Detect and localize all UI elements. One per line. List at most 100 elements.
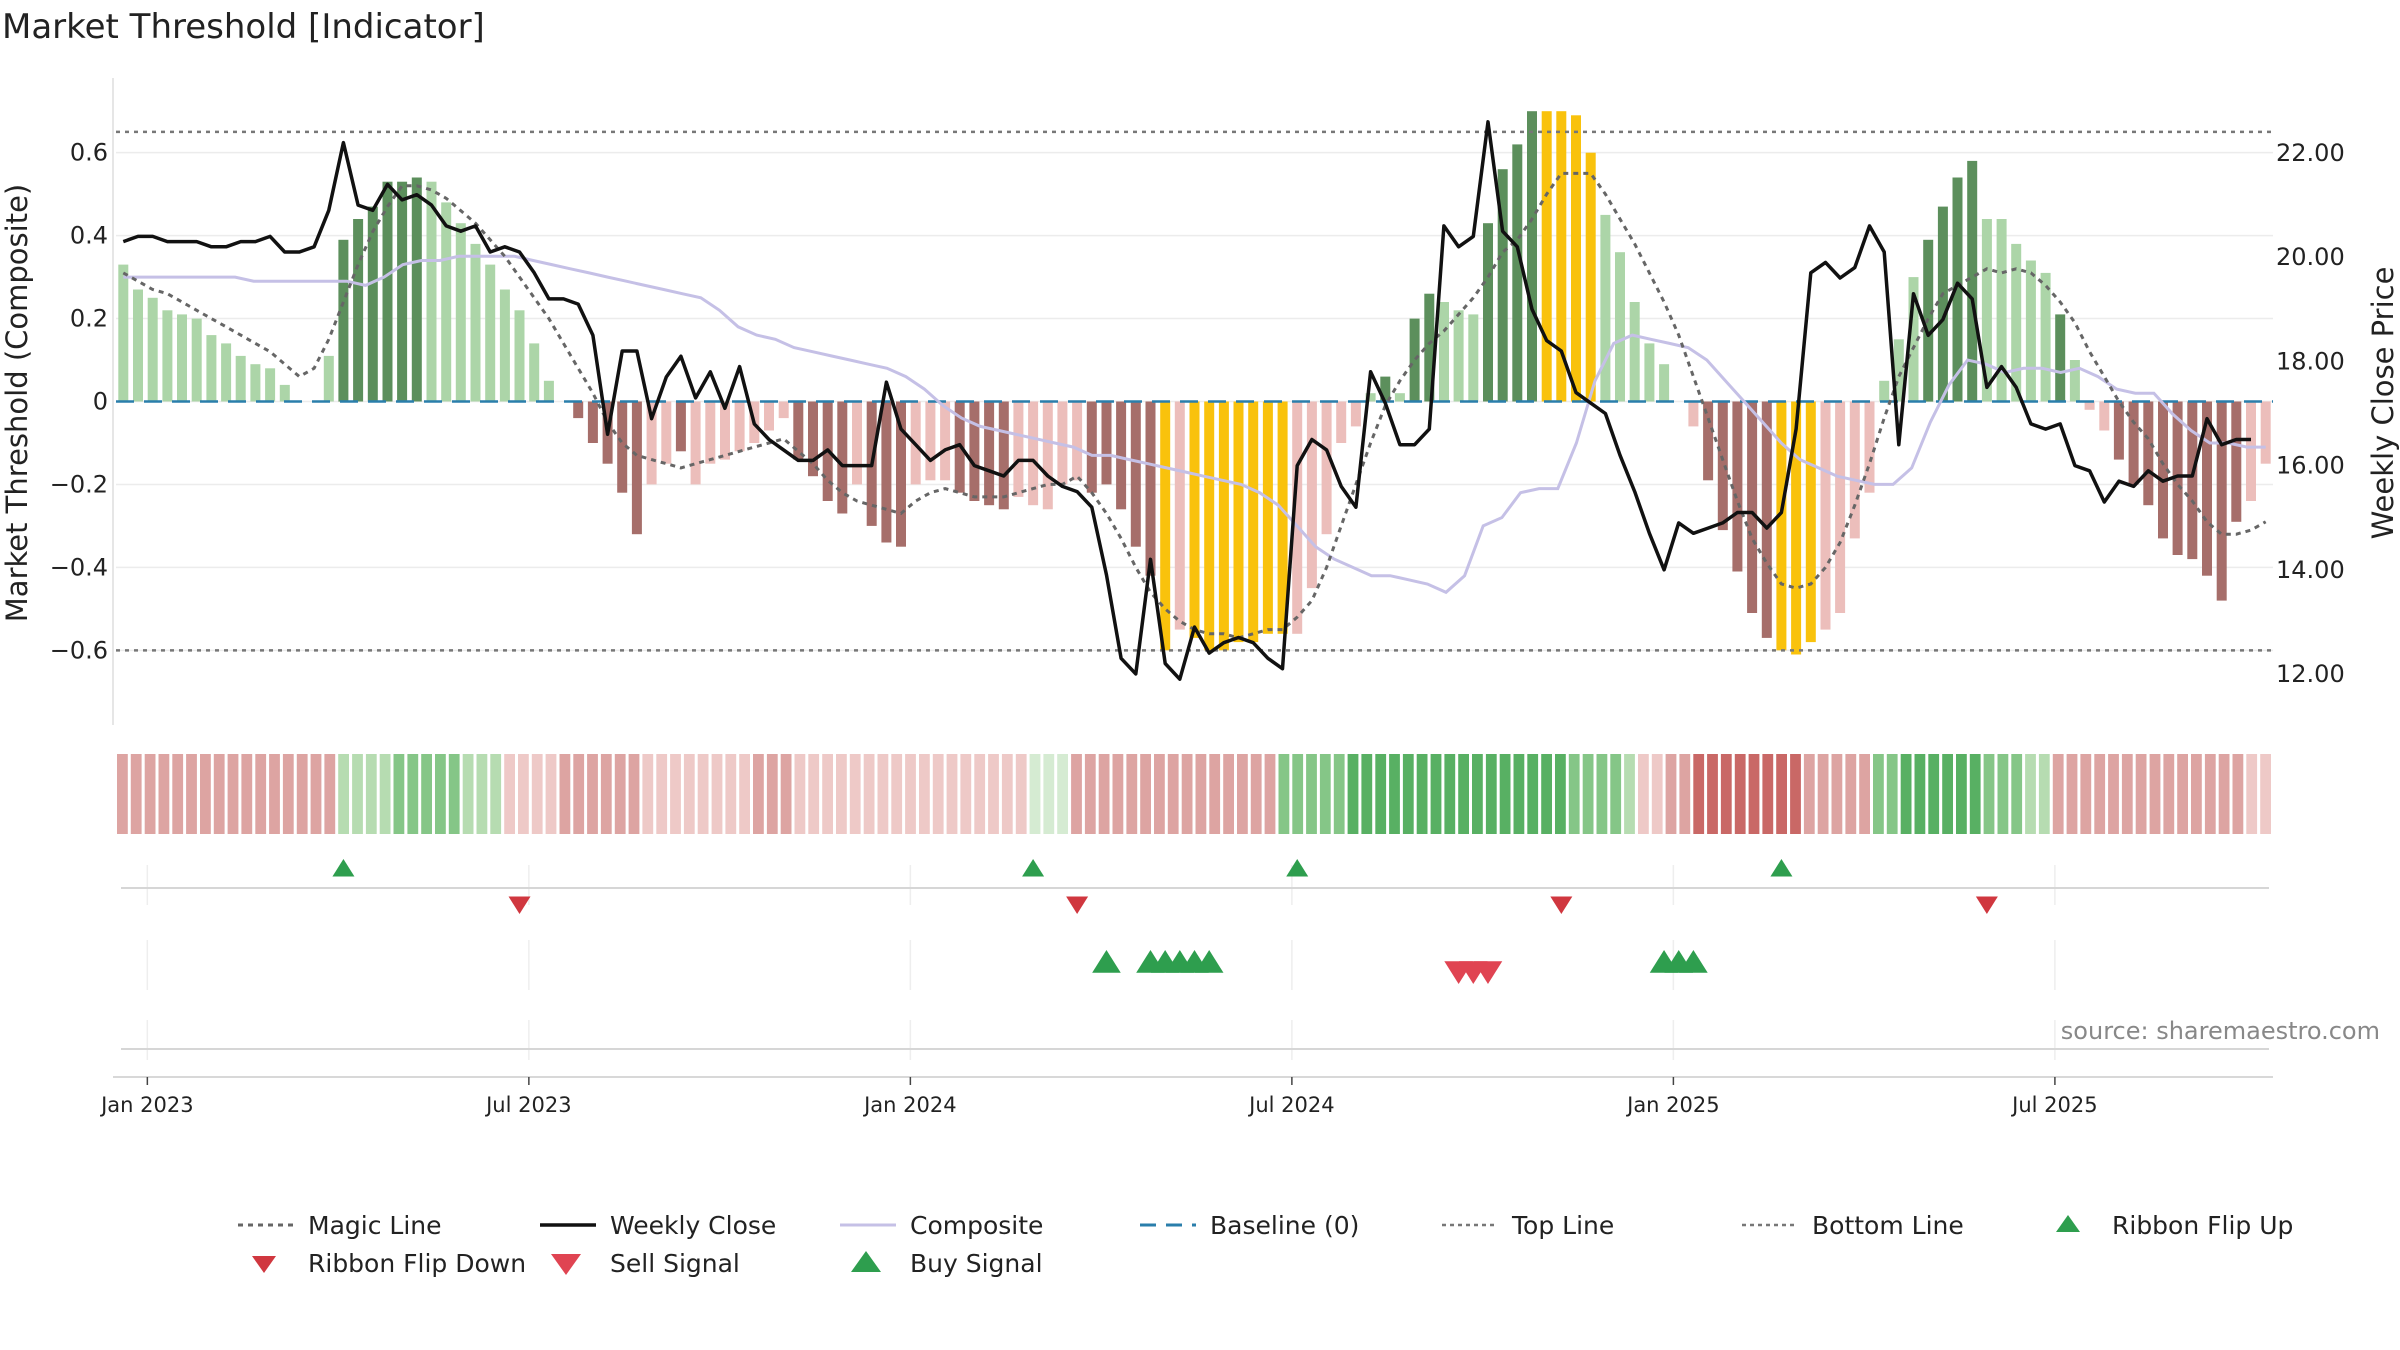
ribbon-cell — [1596, 754, 1608, 834]
composite-bar — [837, 401, 848, 514]
composite-bar — [1394, 393, 1405, 402]
composite-bar — [1086, 401, 1097, 493]
composite-bar — [1336, 401, 1347, 443]
buy-signal-marker — [1194, 950, 1224, 973]
ribbon-cell — [1237, 754, 1248, 834]
date-tick-label: Jul 2024 — [1247, 1093, 1334, 1117]
ribbon-flip-up-marker — [1770, 859, 1793, 877]
ribbon-cell — [1098, 754, 1110, 834]
ribbon-cell — [863, 754, 875, 834]
ribbon-cell — [2232, 754, 2244, 834]
composite-bar — [925, 401, 936, 481]
ribbon-cell — [255, 754, 267, 834]
composite-bar — [206, 335, 217, 402]
composite-bar — [367, 206, 378, 402]
ribbon-cell — [186, 754, 197, 834]
composite-bar — [250, 364, 261, 402]
ribbon-cell — [1126, 754, 1138, 834]
composite-bar — [543, 380, 554, 402]
composite-bar — [426, 181, 437, 402]
ribbon-cell — [670, 754, 681, 834]
composite-bar — [2202, 401, 2212, 576]
legend-buy-swatch — [851, 1251, 881, 1272]
legend-sell-swatch — [551, 1254, 581, 1275]
ribbon-flip-down-marker — [1066, 896, 1089, 914]
composite-bar — [2143, 401, 2154, 506]
ribbon-cell — [1969, 754, 1981, 834]
composite-bar — [969, 401, 980, 501]
ribbon-cell — [365, 754, 377, 834]
ribbon-cell — [1043, 754, 1055, 834]
ribbon-cell — [808, 754, 820, 834]
composite-bar — [1688, 401, 1699, 427]
ribbon-cell — [1790, 754, 1801, 834]
ribbon-cell — [407, 754, 419, 834]
right-tick-label: 16.00 — [2276, 452, 2345, 480]
ribbon-cell — [490, 754, 502, 834]
composite-bar — [1952, 177, 1963, 402]
composite-line — [123, 254, 2266, 595]
ribbon-cell — [1444, 754, 1456, 834]
composite-bar — [1321, 401, 1332, 535]
composite-bar — [573, 401, 584, 419]
composite-bar — [1996, 219, 2007, 402]
composite-bar — [1937, 206, 1948, 402]
ribbon-cell — [1928, 754, 1940, 834]
ribbon-cell — [1734, 754, 1746, 834]
composite-bar — [191, 318, 202, 402]
ribbon-cell — [1057, 754, 1068, 834]
legend-label: Baseline (0) — [1210, 1211, 1359, 1240]
ribbon-cell — [352, 754, 363, 834]
ribbon-cell — [1361, 754, 1373, 834]
ribbon-cell — [1555, 754, 1566, 834]
composite-bar — [1747, 401, 1758, 613]
legend-label: Magic Line — [308, 1211, 442, 1240]
ribbon-cell — [1167, 754, 1179, 834]
composite-bar — [881, 401, 892, 543]
composite-bar — [2055, 314, 2066, 402]
composite-bar — [617, 401, 628, 493]
composite-bar — [896, 401, 906, 547]
date-tick-label: Jan 2025 — [1625, 1093, 1720, 1117]
composite-bar — [118, 264, 129, 402]
right-axis-ticks: 22.00 20.00 18.00 16.00 14.00 12.00 — [2276, 139, 2345, 688]
ribbon-cell — [628, 754, 640, 834]
ribbon-cell — [1845, 754, 1857, 834]
ribbon-cell — [1513, 754, 1525, 834]
composite-bar — [1248, 401, 1259, 643]
composite-bar — [1893, 339, 1904, 402]
ribbon-cell — [559, 754, 571, 834]
composite-bar — [265, 368, 276, 402]
composite-bar — [587, 401, 598, 443]
composite-bar — [279, 384, 290, 402]
right-tick-label: 22.00 — [2276, 139, 2345, 167]
composite-bar — [1160, 401, 1171, 651]
ribbon-cell — [2135, 754, 2147, 834]
legend-label: Composite — [910, 1211, 1043, 1240]
composite-bar — [1380, 376, 1391, 402]
ribbon-cell — [711, 754, 723, 834]
ribbon-cell — [988, 754, 999, 834]
composite-bar — [984, 401, 995, 506]
composite-bar — [646, 401, 657, 485]
left-axis-label: Market Threshold (Composite) — [0, 184, 34, 622]
ribbon-cell — [1776, 754, 1787, 834]
composite-bar — [793, 401, 804, 460]
composite-bar — [1028, 401, 1039, 506]
composite-bar — [382, 181, 393, 402]
ribbon-cell — [1112, 754, 1124, 834]
composite-bar — [1453, 310, 1464, 402]
ribbon-cell — [310, 754, 322, 834]
ribbon-cell — [739, 754, 750, 834]
composite-bar — [1600, 214, 1611, 402]
ribbon-cell — [1001, 754, 1013, 834]
composite-bar — [397, 181, 408, 402]
composite-bar — [661, 401, 672, 464]
composite-bar — [1101, 401, 1112, 485]
ribbon-cell — [269, 754, 280, 834]
composite-bar — [1424, 293, 1435, 402]
left-axis-ticks: 0.6 0.4 0.2 0 −0.2 −0.4 −0.6 — [50, 139, 108, 665]
date-tick-label: Jul 2023 — [484, 1093, 571, 1117]
composite-bar — [1864, 401, 1875, 493]
ribbon-cell — [642, 754, 654, 834]
